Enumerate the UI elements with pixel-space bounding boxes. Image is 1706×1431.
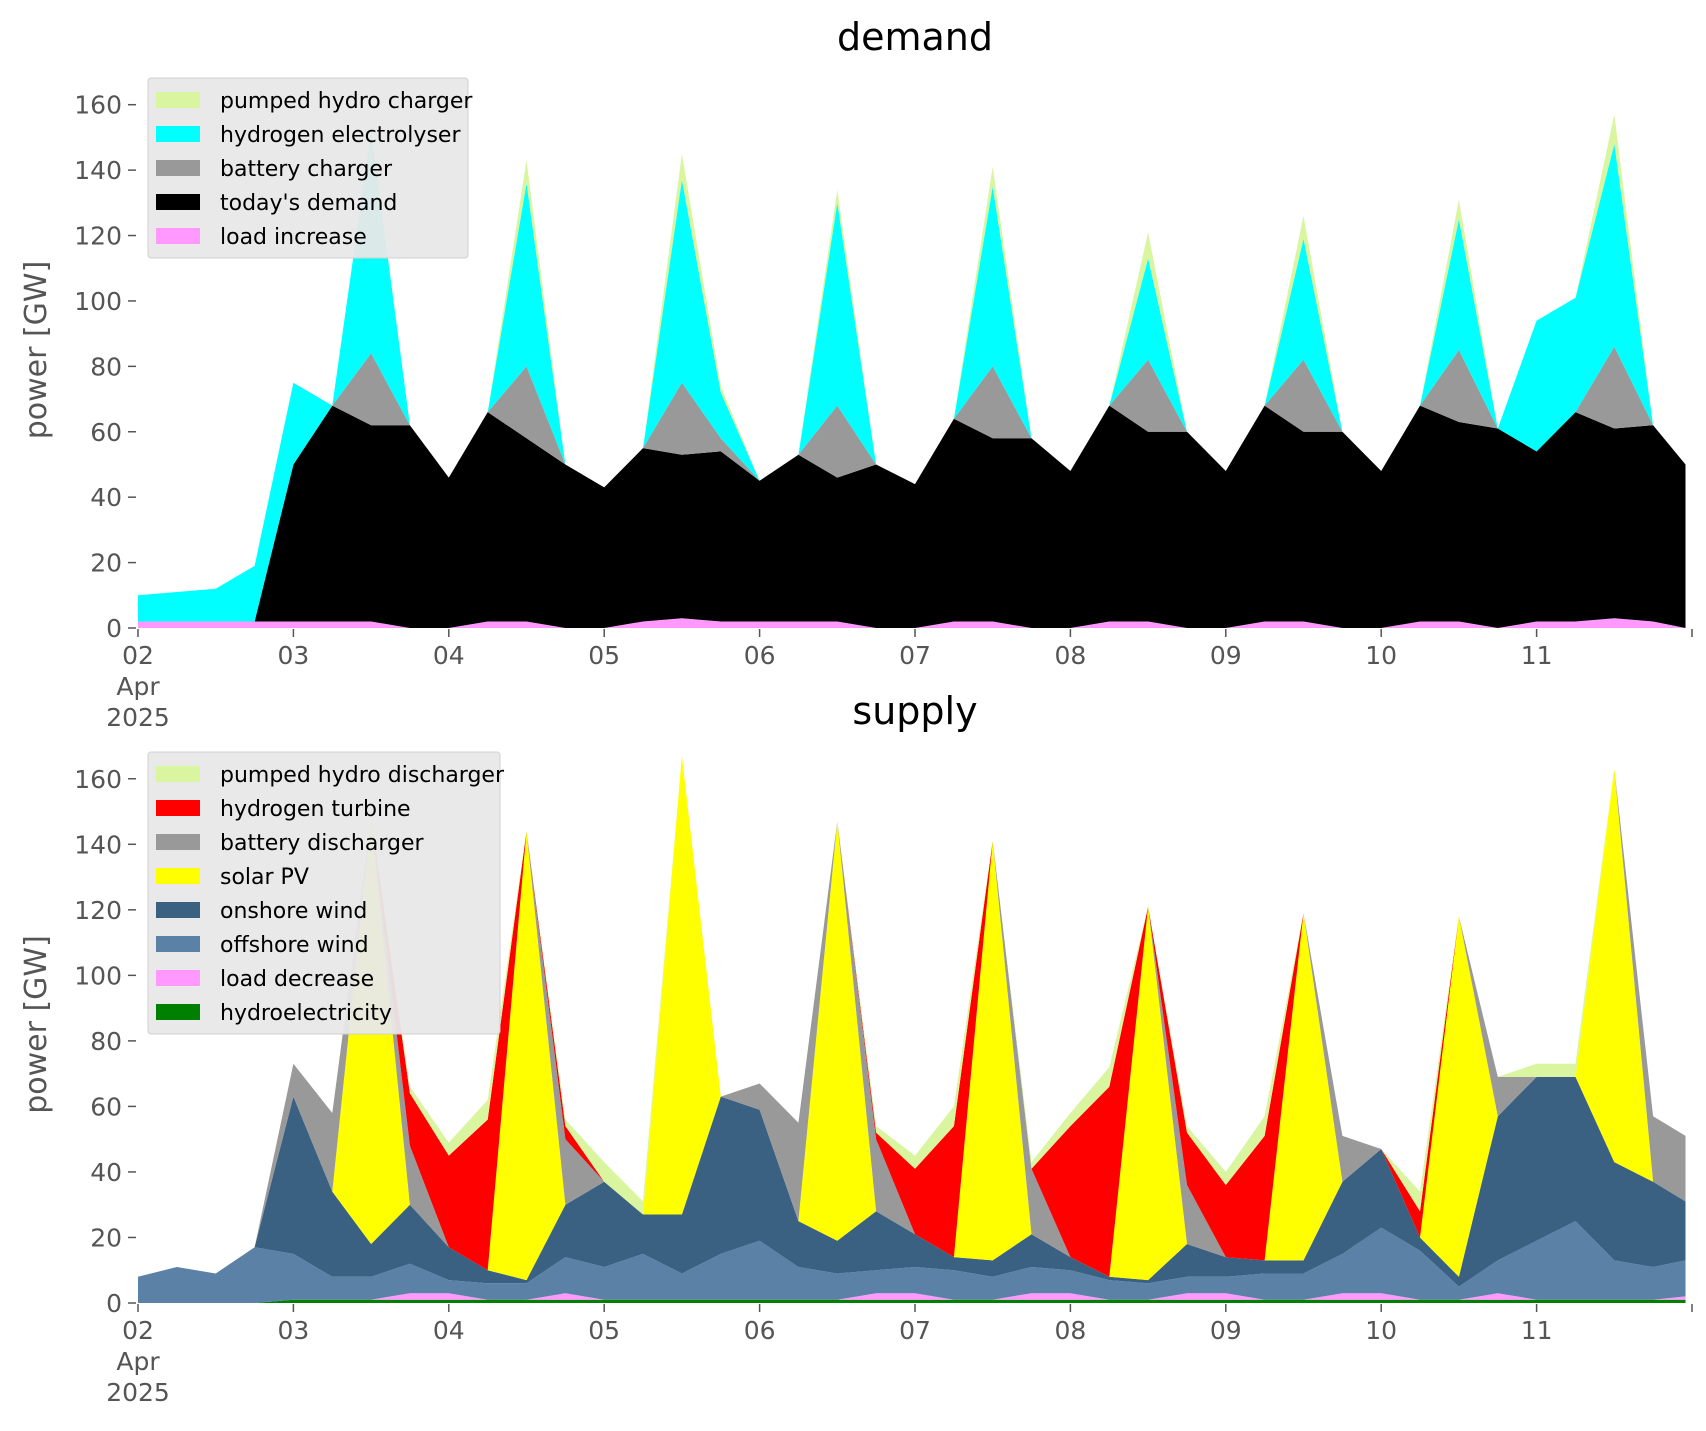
legend-label: today's demand [220,191,397,216]
y-tick-label: 0 [106,1289,122,1318]
legend-label: hydrogen turbine [220,797,411,822]
legend-swatch [156,970,200,986]
series-area-hydrogen-electrolyser [138,130,1686,622]
y-tick-label: 160 [74,91,122,120]
chart-title: supply [852,689,977,733]
series-area-offshore-wind [138,1221,1686,1303]
x-date-label: Apr [116,1347,160,1376]
y-tick-label: 120 [74,222,122,251]
y-tick-label: 80 [90,352,122,381]
series-area-hydrogen-turbine [138,755,1686,1277]
x-tick-label: 02 [122,1316,154,1345]
x-tick-label: 09 [1210,641,1242,670]
legend-label: hydrogen electrolyser [220,123,461,148]
x-date-label: 2025 [106,1378,170,1407]
x-tick-label: 07 [899,641,931,670]
legend-swatch [156,936,200,952]
legend-box [147,751,501,1035]
area-stack [138,755,1686,1303]
chart-title: demand [837,15,993,59]
legend: pumped hydro charger hydrogen electrolyse… [147,77,473,259]
y-axis: 0 20 40 60 80 100 120 140 160 [74,91,136,643]
legend-swatch [156,766,200,782]
y-tick-label: 80 [90,1027,122,1056]
series-area-load-increase [138,618,1686,628]
x-tick-label: 11 [1521,1316,1553,1345]
legend-swatch [156,92,200,108]
legend-label: battery discharger [220,831,425,856]
x-tick-label: 06 [744,1316,776,1345]
legend-swatch [156,194,200,210]
area-stack [138,114,1686,628]
legend-label: onshore wind [220,899,367,924]
legend-label: pumped hydro discharger [220,763,505,788]
series-area-load-decrease [138,1293,1686,1303]
y-tick-label: 140 [74,830,122,859]
y-tick-label: 120 [74,896,122,925]
x-tick-label: 03 [277,1316,309,1345]
y-tick-label: 140 [74,156,122,185]
y-tick-label: 40 [90,483,122,512]
legend-box [147,77,469,259]
y-tick-label: 40 [90,1158,122,1187]
x-tick-label: 10 [1365,641,1397,670]
legend-label: solar PV [220,865,309,890]
legend-swatch [156,902,200,918]
y-axis-label: power [GW] [19,261,54,440]
y-axis-label: power [GW] [19,935,54,1114]
series-area-hydroelectricity [138,1299,1686,1303]
x-tick-label: 09 [1210,1316,1242,1345]
legend-swatch [156,160,200,176]
legend-swatch [156,868,200,884]
series-area-battery-charger [138,346,1686,622]
legend-swatch [156,834,200,850]
legend-label: battery charger [220,157,393,182]
x-tick-label: 10 [1365,1316,1397,1345]
legend-label: offshore wind [220,933,369,958]
y-tick-label: 20 [90,1223,122,1252]
legend-label: hydroelectricity [220,1001,392,1026]
x-tick-label: 04 [433,1316,465,1345]
y-tick-label: 20 [90,549,122,578]
y-tick-label: 0 [106,614,122,643]
legend: pumped hydro discharger hydrogen turbine b… [147,751,505,1035]
legend-label: load increase [220,225,367,250]
x-date-label: 2025 [106,703,170,732]
legend-swatch [156,126,200,142]
y-tick-label: 160 [74,765,122,794]
x-tick-label: 07 [899,1316,931,1345]
series-area-today-s-demand [138,405,1686,628]
x-tick-label: 08 [1054,641,1086,670]
y-tick-label: 100 [74,287,122,316]
x-date-label: Apr [116,672,160,701]
legend-label: pumped hydro charger [220,89,473,114]
x-tick-label: 03 [277,641,309,670]
series-area-solar-pv [138,755,1686,1281]
x-tick-label: 04 [433,641,465,670]
x-tick-label: 02 [122,641,154,670]
legend-swatch [156,800,200,816]
x-tick-label: 11 [1521,641,1553,670]
y-axis: 0 20 40 60 80 100 120 140 160 [74,765,136,1318]
series-area-onshore-wind [138,1076,1686,1287]
legend-swatch [156,228,200,244]
y-tick-label: 60 [90,1092,122,1121]
y-tick-label: 60 [90,418,122,447]
x-tick-label: 05 [588,641,620,670]
x-tick-label: 08 [1054,1316,1086,1345]
x-tick-label: 06 [744,641,776,670]
x-tick-label: 05 [588,1316,620,1345]
legend-label: load decrease [220,967,374,992]
legend-swatch [156,1004,200,1020]
y-tick-label: 100 [74,961,122,990]
